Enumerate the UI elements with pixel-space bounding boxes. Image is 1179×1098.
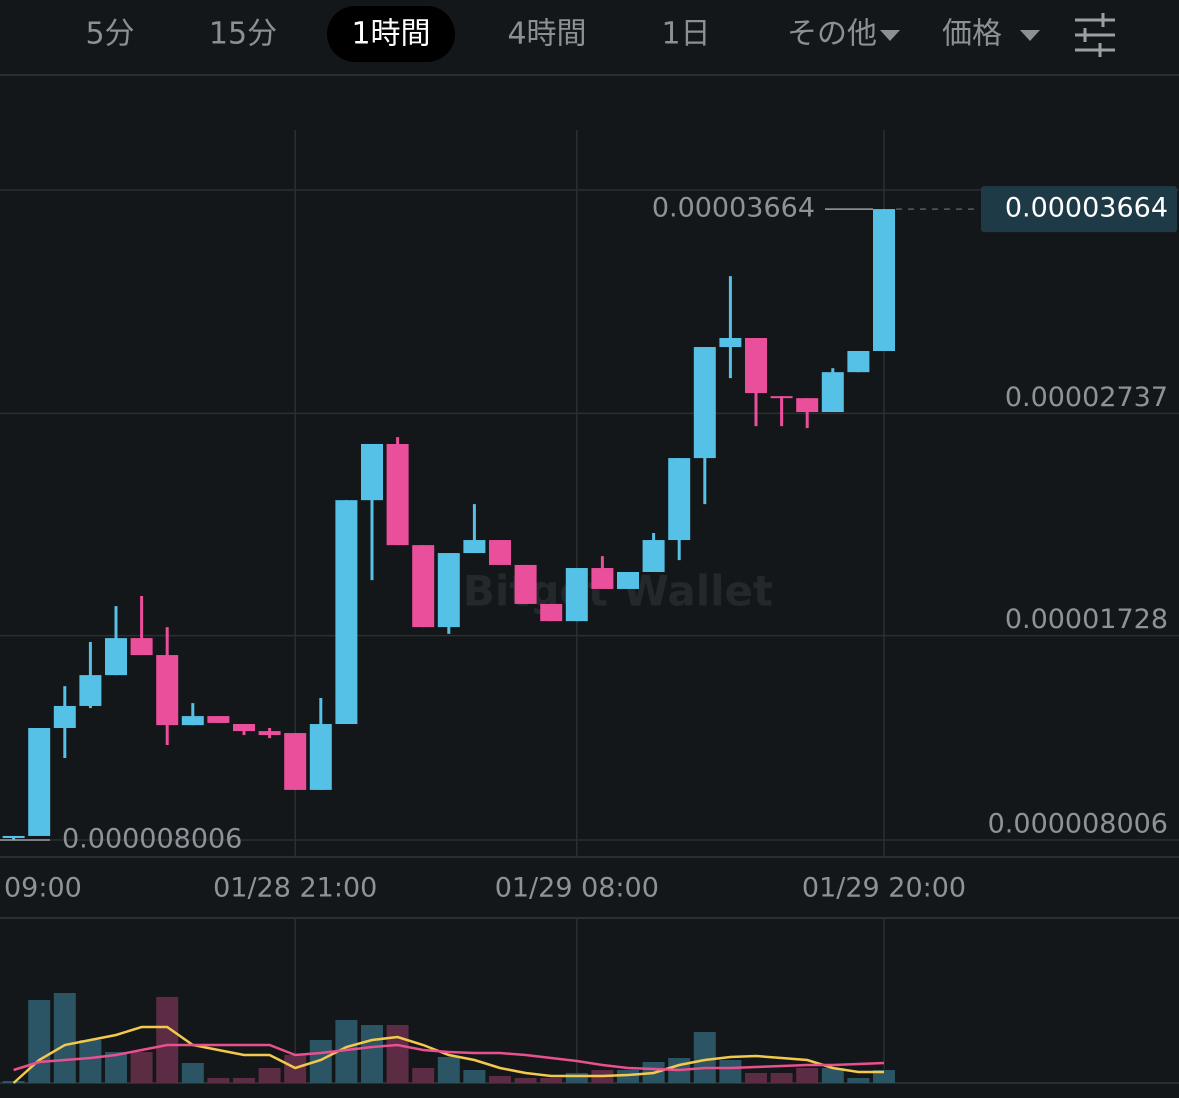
volume-bar xyxy=(463,1070,486,1083)
tab[interactable]: 1日 xyxy=(661,17,710,52)
x-tick-label: 01/29 20:00 xyxy=(802,873,966,904)
candle-body xyxy=(489,540,511,565)
candle-body xyxy=(386,443,409,546)
last-price-box xyxy=(981,186,1177,233)
candle-body xyxy=(540,603,563,622)
dropdown-arrow xyxy=(1020,30,1040,41)
tab[interactable]: 15分 xyxy=(209,17,277,52)
volume-bar xyxy=(693,1032,716,1083)
candle-body xyxy=(412,545,435,628)
volume-bar xyxy=(821,1068,844,1083)
volume-bar xyxy=(847,1078,870,1083)
settings-icon[interactable] xyxy=(1075,13,1115,57)
volume-bar xyxy=(335,1020,358,1083)
volume-bar xyxy=(156,997,179,1083)
candle-body xyxy=(719,337,742,348)
x-tick-label: 01/28 21:00 xyxy=(213,873,377,904)
volume-bar xyxy=(719,1060,742,1083)
max-marker-label: 0.00003664 xyxy=(652,193,815,224)
min-marker-label: 0.000008006 xyxy=(62,824,242,855)
volume-bar xyxy=(386,1025,409,1083)
candle-body xyxy=(233,724,255,732)
volume-bar xyxy=(540,1078,563,1083)
candle-body xyxy=(668,458,691,541)
volume-bar xyxy=(309,1040,332,1083)
ma-line xyxy=(12,1025,884,1084)
volume-bar xyxy=(489,1076,511,1083)
volume-bar xyxy=(130,1052,153,1083)
tab-label: 4時間 xyxy=(507,17,586,52)
volume-bar xyxy=(105,1052,127,1083)
volume-bar xyxy=(233,1078,255,1083)
volume-bar xyxy=(617,1070,639,1083)
candle-body xyxy=(207,716,230,723)
candle-body xyxy=(642,540,665,572)
candle-body xyxy=(770,396,793,399)
candle-body xyxy=(335,500,358,725)
tab[interactable]: 4時間 xyxy=(507,17,586,52)
last-price-label: 0.00003664 xyxy=(1005,193,1168,224)
candle-body xyxy=(463,540,486,554)
y-tick-label: 0.00002737 xyxy=(1005,382,1168,413)
tab-pill xyxy=(327,6,455,62)
volume-bar xyxy=(514,1078,537,1083)
candle-body xyxy=(258,731,281,736)
tab-label: その他 xyxy=(787,17,877,52)
candle-body xyxy=(796,398,819,413)
candle-body xyxy=(745,337,767,394)
volume-bar xyxy=(181,1063,204,1083)
volume-bar xyxy=(258,1068,281,1083)
candle-body xyxy=(28,727,51,836)
volume-bar xyxy=(770,1073,793,1083)
volume-bar xyxy=(565,1073,588,1083)
candle-body xyxy=(361,443,383,501)
tab-label: 価格 xyxy=(942,17,1002,52)
tab-label: 1日 xyxy=(661,17,710,52)
candle-body xyxy=(847,350,870,373)
candle-body xyxy=(437,553,460,628)
volume-bar xyxy=(28,1000,51,1083)
candle-body xyxy=(130,638,153,656)
candle-body xyxy=(821,372,844,413)
volume-bar xyxy=(745,1073,767,1083)
volume-bar xyxy=(412,1068,435,1083)
candle-body xyxy=(591,568,614,589)
tab[interactable]: その他 xyxy=(787,17,900,52)
tab-label: 15分 xyxy=(209,17,277,52)
volume-bar xyxy=(207,1078,230,1083)
tab[interactable]: 1時間 xyxy=(327,6,455,62)
volume-bar xyxy=(796,1068,819,1083)
x-tick-label: 01/29 08:00 xyxy=(495,873,659,904)
y-tick-label: 0.00001728 xyxy=(1005,604,1168,635)
volume-bar xyxy=(361,1025,383,1083)
candle-body xyxy=(284,733,307,790)
candle-body xyxy=(873,209,895,351)
volume-bar xyxy=(79,1040,102,1083)
volume-bar xyxy=(53,993,76,1083)
volume-bar xyxy=(437,1057,460,1083)
candle-body xyxy=(514,564,537,604)
ma-line xyxy=(13,1043,885,1072)
tab[interactable]: 価格 xyxy=(942,17,1040,52)
candle-body xyxy=(79,675,102,706)
candle-body xyxy=(181,716,204,726)
tab-label: 1時間 xyxy=(351,17,430,52)
tab[interactable]: 5分 xyxy=(85,17,134,52)
candle-body xyxy=(617,571,639,589)
candle-body xyxy=(693,347,716,459)
candle-body xyxy=(53,705,76,728)
candle-body xyxy=(309,724,332,790)
tab-label: 5分 xyxy=(85,17,134,52)
x-tick-label: 09:00 xyxy=(4,873,82,904)
candle-body xyxy=(2,835,25,839)
candle-body xyxy=(105,638,127,676)
y-tick-label: 0.000008006 xyxy=(988,809,1168,840)
candle-body xyxy=(156,655,179,726)
candle-body xyxy=(565,568,588,622)
dropdown-arrow xyxy=(880,30,900,41)
